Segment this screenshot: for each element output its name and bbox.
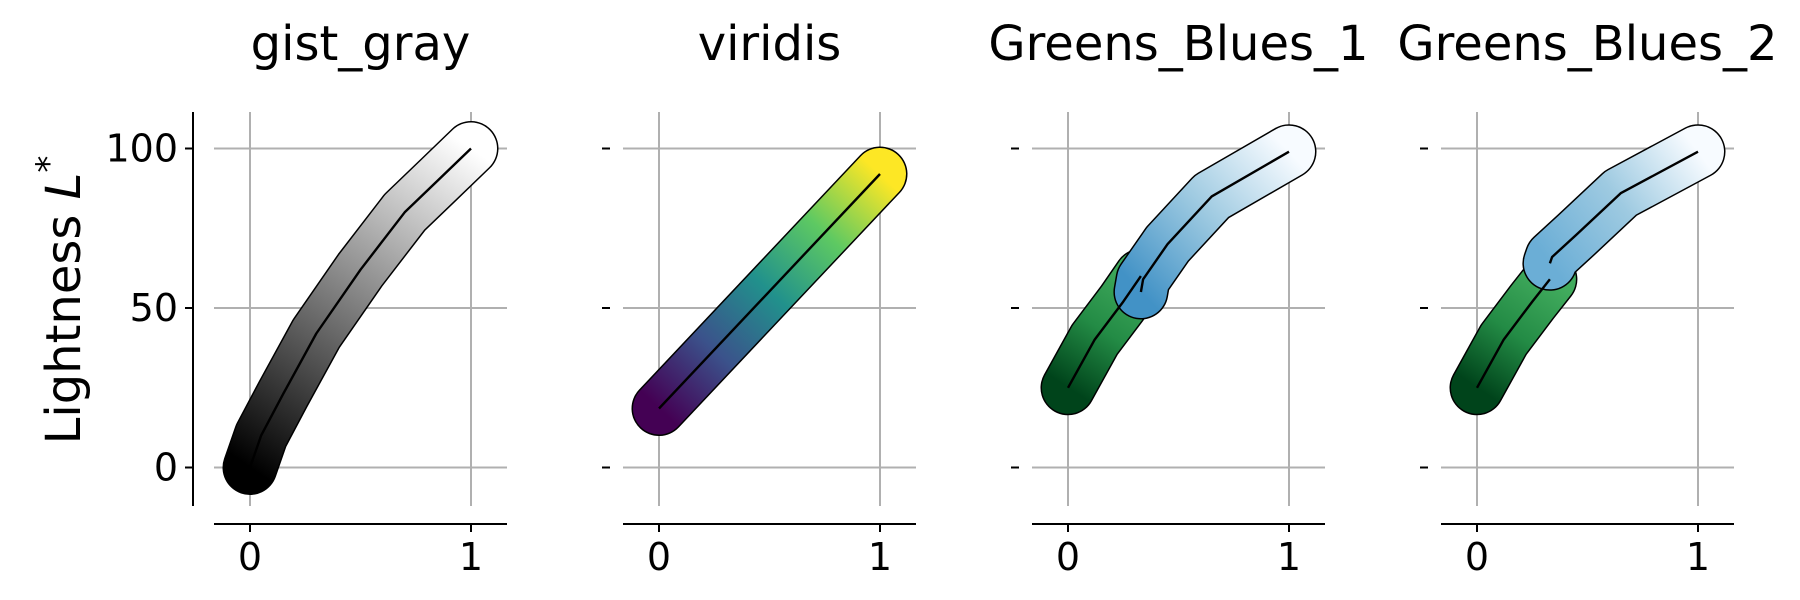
series-line	[1139, 150, 1290, 293]
x-tick-label: 1	[868, 535, 892, 579]
panel-title: Greens_Blues_2	[1397, 16, 1777, 72]
x-tick-label: 1	[1277, 535, 1301, 579]
x-tick-label: 0	[647, 535, 671, 579]
panel-viridis: viridis 0 1	[602, 16, 916, 579]
x-tick-label: 1	[1686, 535, 1710, 579]
panel-gist-gray: gist_gray 0 1 0 50 100	[105, 16, 507, 579]
y-tick-label: 50	[130, 286, 178, 330]
series-line	[248, 147, 472, 468]
series-band	[1114, 125, 1315, 318]
series-band	[1523, 125, 1724, 290]
series-line	[1475, 278, 1551, 389]
series-band	[1451, 253, 1576, 414]
panel-title: Greens_Blues_1	[988, 16, 1368, 72]
panel-greens-blues-1: Greens_Blues_1 0 1	[988, 16, 1368, 579]
panel-title: viridis	[698, 16, 842, 72]
series-line	[1066, 275, 1142, 389]
series-line	[1548, 150, 1699, 264]
x-tick-label: 0	[238, 535, 262, 579]
x-tick-label: 0	[1056, 535, 1080, 579]
x-tick-label: 1	[459, 535, 483, 579]
y-tick-label: 100	[105, 127, 178, 171]
panel-title: gist_gray	[251, 16, 471, 72]
x-tick-label: 0	[1465, 535, 1489, 579]
series-line	[658, 173, 881, 410]
y-axis-label: Lightness L*	[29, 156, 92, 445]
y-tick-label: 0	[154, 446, 178, 490]
panel-greens-blues-2: Greens_Blues_2 0 1	[1397, 16, 1777, 579]
